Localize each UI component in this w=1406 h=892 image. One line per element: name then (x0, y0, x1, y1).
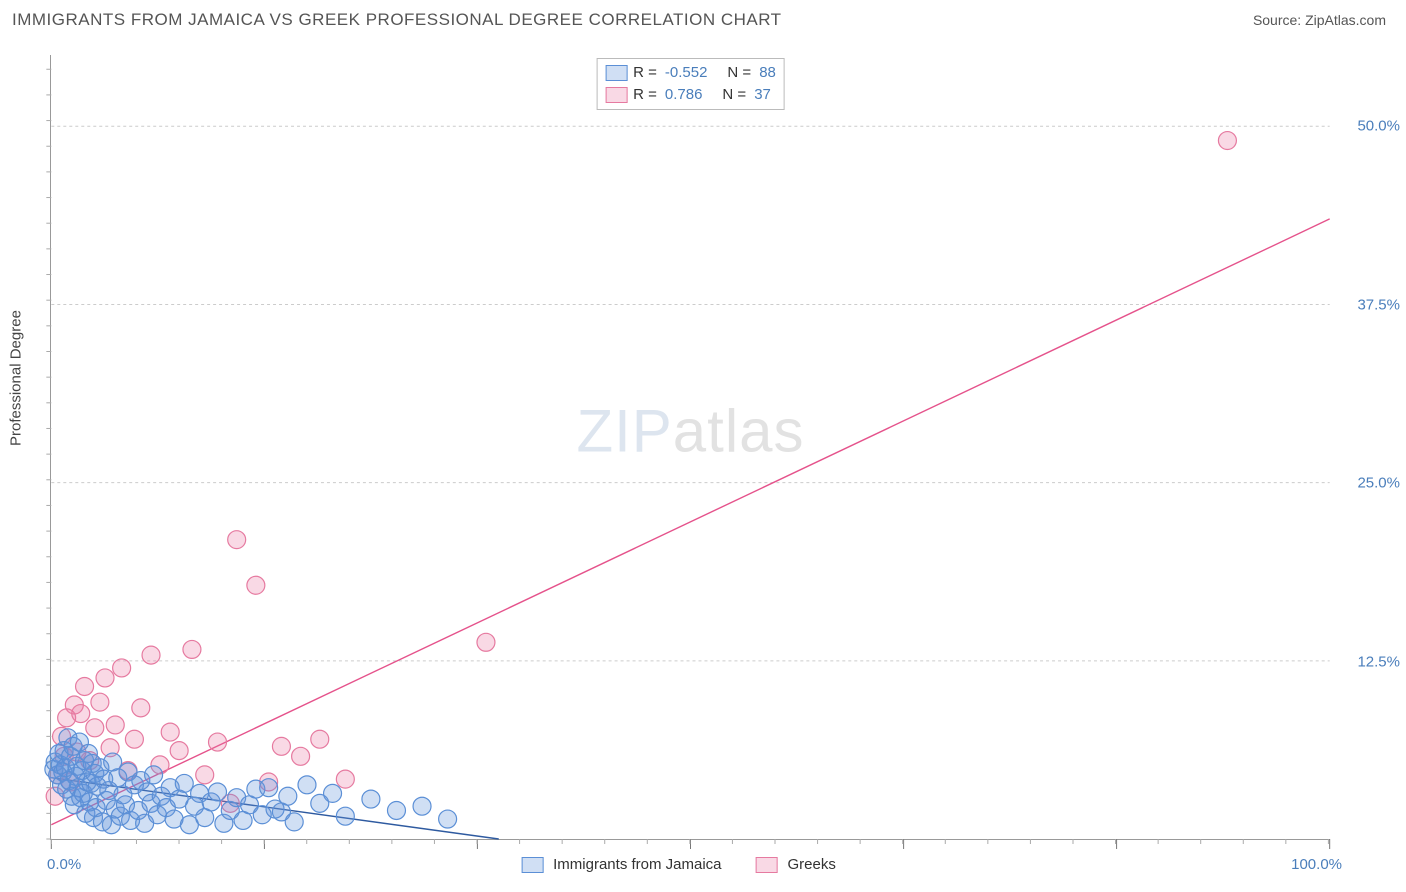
page-title: IMMIGRANTS FROM JAMAICA VS GREEK PROFESS… (12, 10, 782, 30)
legend-R-label: R = (633, 84, 657, 106)
legend-R-value-jamaica: -0.552 (665, 62, 708, 84)
plot-area: ZIPatlas R =-0.552N =88R =0.786N =37 Imm… (50, 55, 1330, 840)
legend-swatch-jamaica (605, 65, 627, 81)
x-axis-max-label: 100.0% (1291, 856, 1342, 873)
y-tick-label: 25.0% (1357, 475, 1400, 492)
legend-R-value-greeks: 0.786 (665, 84, 703, 106)
source-prefix: Source: (1253, 12, 1305, 28)
legend-label-jamaica: Immigrants from Jamaica (553, 856, 721, 873)
legend-R-label: R = (633, 62, 657, 84)
legend-N-value-jamaica: 88 (759, 62, 776, 84)
legend-swatch-greeks (756, 857, 778, 873)
y-axis-label: Professional Degree (8, 310, 25, 446)
legend-N-label: N = (722, 84, 746, 106)
legend-N-value-greeks: 37 (754, 84, 771, 106)
legend-label-greeks: Greeks (788, 856, 836, 873)
correlation-legend: R =-0.552N =88R =0.786N =37 (596, 58, 785, 110)
series-legend: Immigrants from Jamaica Greeks (521, 856, 860, 873)
legend-row-greeks: R = 0.786 N = 37 (605, 84, 776, 106)
source-label: Source: ZipAtlas.com (1253, 12, 1386, 28)
source-name: ZipAtlas.com (1305, 12, 1386, 28)
x-axis-min-label: 0.0% (47, 856, 81, 873)
legend-swatch-greeks (605, 87, 627, 103)
y-tick-label: 12.5% (1357, 653, 1400, 670)
y-tick-label: 37.5% (1357, 296, 1400, 313)
chart-svg (51, 55, 1330, 839)
legend-row-jamaica: R = -0.552 N = 88 (605, 62, 776, 84)
legend-swatch-jamaica (521, 857, 543, 873)
y-tick-label: 50.0% (1357, 118, 1400, 135)
legend-N-label: N = (727, 62, 751, 84)
